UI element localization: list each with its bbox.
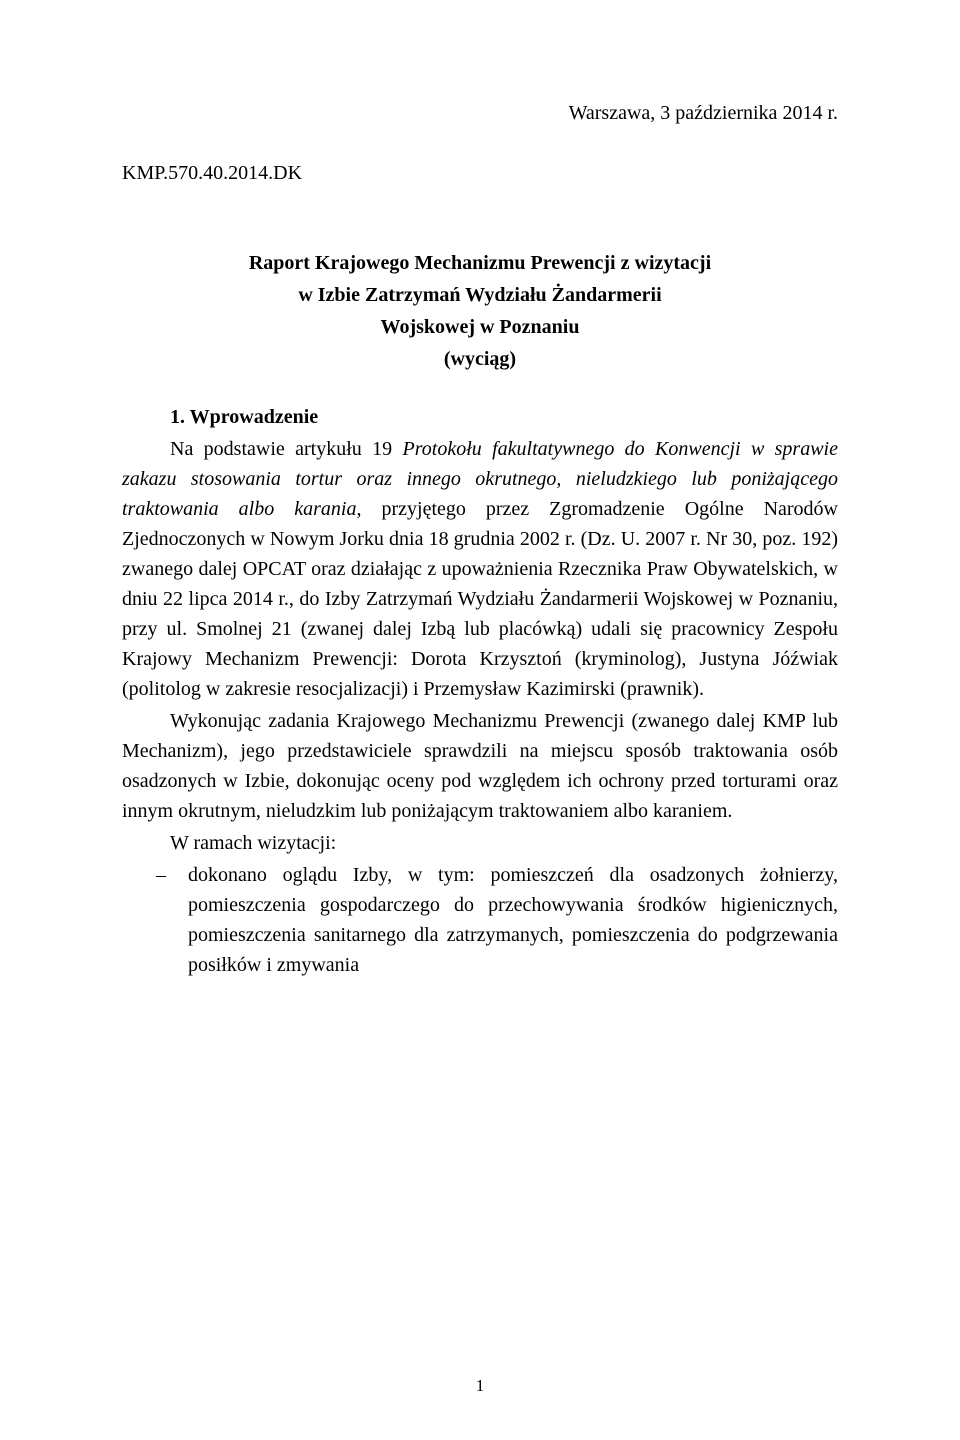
title-line-1: Raport Krajowego Mechanizmu Prewencji z … bbox=[122, 248, 838, 278]
page-number: 1 bbox=[0, 1373, 960, 1399]
section-1-para-1: Na podstawie artykułu 19 Protokołu fakul… bbox=[122, 434, 838, 704]
para1-post: , przyjętego przez Zgromadzenie Ogólne N… bbox=[122, 498, 838, 700]
place-date: Warszawa, 3 października 2014 r. bbox=[122, 98, 838, 128]
section-1-heading: 1. Wprowadzenie bbox=[122, 402, 838, 432]
dash-icon: – bbox=[156, 860, 166, 890]
title-line-2: w Izbie Zatrzymań Wydziału Żandarmerii bbox=[122, 280, 838, 310]
para1-pre: Na podstawie artykułu 19 bbox=[170, 438, 403, 460]
title-line-3: Wojskowej w Poznaniu bbox=[122, 312, 838, 342]
document-page: Warszawa, 3 października 2014 r. KMP.570… bbox=[0, 0, 960, 1440]
bullet-1-text: dokonano oglądu Izby, w tym: pomieszczeń… bbox=[188, 864, 838, 976]
document-title: Raport Krajowego Mechanizmu Prewencji z … bbox=[122, 248, 838, 374]
title-line-4: (wyciąg) bbox=[122, 344, 838, 374]
section-1-para-3: W ramach wizytacji: bbox=[122, 828, 838, 858]
bullet-item-1: – dokonano oglądu Izby, w tym: pomieszcz… bbox=[122, 860, 838, 980]
section-1-para-2: Wykonując zadania Krajowego Mechanizmu P… bbox=[122, 706, 838, 826]
reference-number: KMP.570.40.2014.DK bbox=[122, 158, 838, 188]
